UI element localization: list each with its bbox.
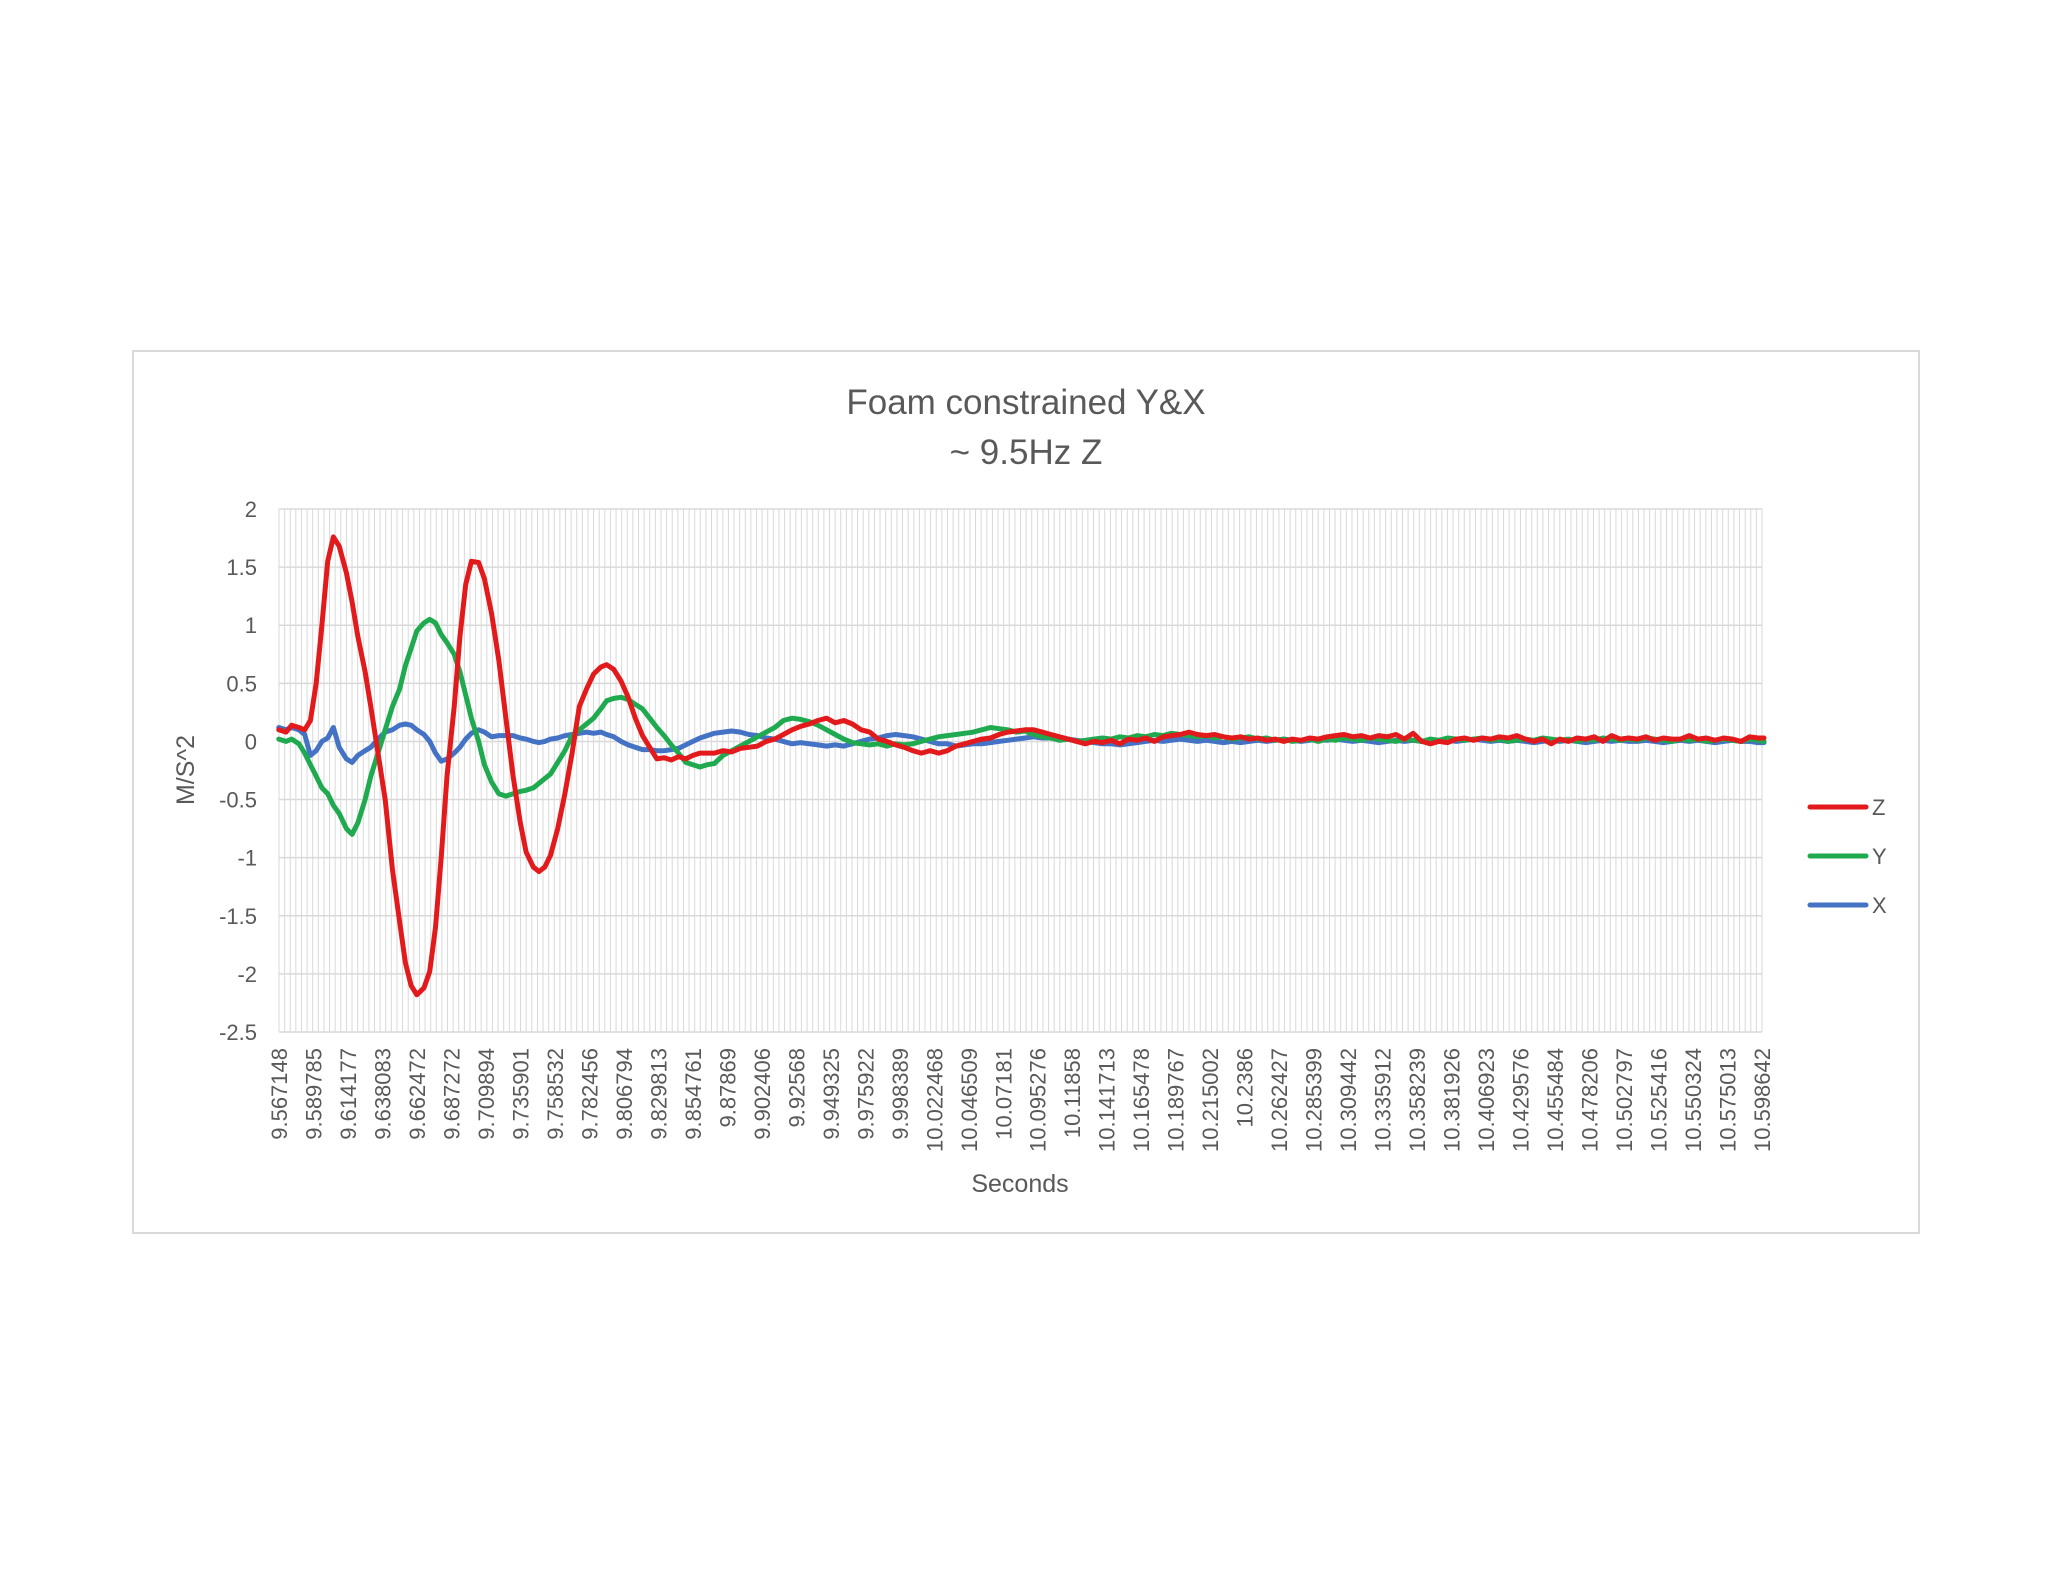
y-tick-label: -1.5 <box>219 904 257 929</box>
x-tick-label: 10.478206 <box>1578 1048 1603 1152</box>
y-tick-label: -2.5 <box>219 1020 257 1045</box>
x-tick-label: 9.735901 <box>508 1048 533 1140</box>
x-tick-label: 9.87869 <box>715 1048 740 1128</box>
x-tick-label: 10.335912 <box>1371 1048 1396 1152</box>
legend-label-x: X <box>1872 893 1887 918</box>
x-tick-label: 10.022468 <box>922 1048 947 1152</box>
x-tick-label: 10.095276 <box>1026 1048 1051 1152</box>
y-tick-label: -1 <box>237 846 257 871</box>
y-tick-label: 2 <box>245 497 257 522</box>
x-tick-label: 9.975922 <box>853 1048 878 1140</box>
x-tick-label: 10.550324 <box>1681 1048 1706 1152</box>
x-tick-label: 9.806794 <box>612 1048 637 1140</box>
y-tick-labels: 2 1.5 1 0.5 0 -0.5 -1 -1.5 -2 -2.5 <box>219 497 257 1045</box>
x-tick-label: 10.406923 <box>1474 1048 1499 1152</box>
x-tick-label: 9.589785 <box>301 1048 326 1140</box>
x-tick-label: 9.687272 <box>439 1048 464 1140</box>
x-tick-label: 10.262427 <box>1267 1048 1292 1152</box>
x-tick-label: 9.782456 <box>577 1048 602 1140</box>
x-tick-label: 9.902406 <box>750 1048 775 1140</box>
y-tick-label: -0.5 <box>219 788 257 813</box>
x-tick-label: 9.758532 <box>543 1048 568 1140</box>
x-tick-label: 10.285399 <box>1302 1048 1327 1152</box>
x-tick-label: 10.215002 <box>1198 1048 1223 1152</box>
gridlines <box>278 508 1763 1033</box>
x-tick-label: 10.189767 <box>1164 1048 1189 1152</box>
x-tick-label: 10.575013 <box>1716 1048 1741 1152</box>
y-axis-title: M/S^2 <box>172 735 200 805</box>
y-tick-label: -2 <box>237 962 257 987</box>
x-tick-label: 9.567148 <box>267 1048 292 1140</box>
y-tick-label: 0 <box>245 729 257 754</box>
x-tick-label: 9.949325 <box>819 1048 844 1140</box>
x-axis-title: Seconds <box>971 1170 1068 1198</box>
x-tick-label: 10.381926 <box>1440 1048 1465 1152</box>
x-tick-label: 10.429576 <box>1509 1048 1534 1152</box>
chart-title: Foam constrained Y&X <box>846 383 1205 422</box>
x-tick-label: 9.854761 <box>681 1048 706 1140</box>
x-tick-label: 9.829813 <box>646 1048 671 1140</box>
line-chart: 2 1.5 1 0.5 0 -0.5 -1 -1.5 -2 -2.5 9.567148 9.5897… <box>172 383 1887 1198</box>
x-tick-label: 9.998389 <box>888 1048 913 1140</box>
y-tick-label: 1.5 <box>226 555 257 580</box>
x-tick-label: 10.11858 <box>1060 1048 1085 1138</box>
x-tick-label: 10.07181 <box>991 1048 1016 1140</box>
y-tick-label: 1 <box>245 613 257 638</box>
series-line-y <box>276 616 1767 837</box>
x-tick-label: 10.165478 <box>1129 1048 1154 1152</box>
y-tick-label: 0.5 <box>226 671 257 696</box>
x-tick-label: 10.455484 <box>1543 1048 1568 1152</box>
x-tick-label: 9.614177 <box>336 1048 361 1140</box>
legend-label-z: Z <box>1872 795 1885 820</box>
series-lines <box>276 534 1767 998</box>
x-tick-label: 10.2386 <box>1233 1048 1258 1128</box>
x-tick-label: 10.358239 <box>1405 1048 1430 1152</box>
chart-frame: 2 1.5 1 0.5 0 -0.5 -1 -1.5 -2 -2.5 9.567148 9.5897… <box>132 350 1920 1234</box>
legend-label-y: Y <box>1872 844 1887 869</box>
x-tick-label: 10.309442 <box>1336 1048 1361 1152</box>
legend: ZYX <box>1807 795 1887 918</box>
x-tick-label: 10.525416 <box>1647 1048 1672 1152</box>
x-tick-label: 9.662472 <box>405 1048 430 1140</box>
x-tick-label: 10.598642 <box>1750 1048 1775 1152</box>
x-tick-label: 10.502797 <box>1612 1048 1637 1152</box>
x-tick-labels: 9.567148 9.589785 9.614177 9.638083 9.662472… <box>267 1048 1775 1152</box>
x-tick-label: 10.046509 <box>957 1048 982 1152</box>
series-line-z <box>276 534 1767 998</box>
x-tick-label: 9.92568 <box>784 1048 809 1128</box>
x-tick-label: 10.141713 <box>1095 1048 1120 1152</box>
x-tick-label: 9.638083 <box>370 1048 395 1140</box>
chart-subtitle: ~ 9.5Hz Z <box>950 433 1103 472</box>
x-tick-label: 9.709894 <box>474 1048 499 1140</box>
